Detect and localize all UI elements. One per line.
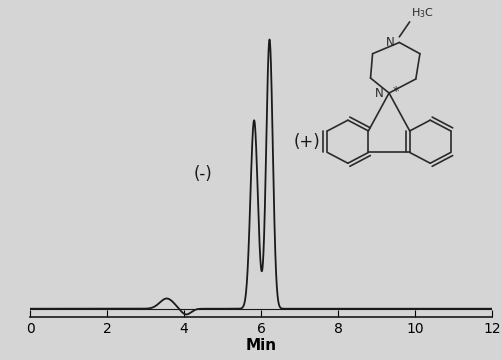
Text: N: N: [385, 36, 393, 49]
Text: (+): (+): [293, 133, 320, 151]
Text: (-): (-): [193, 165, 212, 183]
X-axis label: Min: Min: [245, 338, 276, 354]
Text: H$_3$C: H$_3$C: [410, 6, 433, 20]
Text: *: *: [392, 85, 398, 98]
Text: N: N: [374, 86, 383, 99]
